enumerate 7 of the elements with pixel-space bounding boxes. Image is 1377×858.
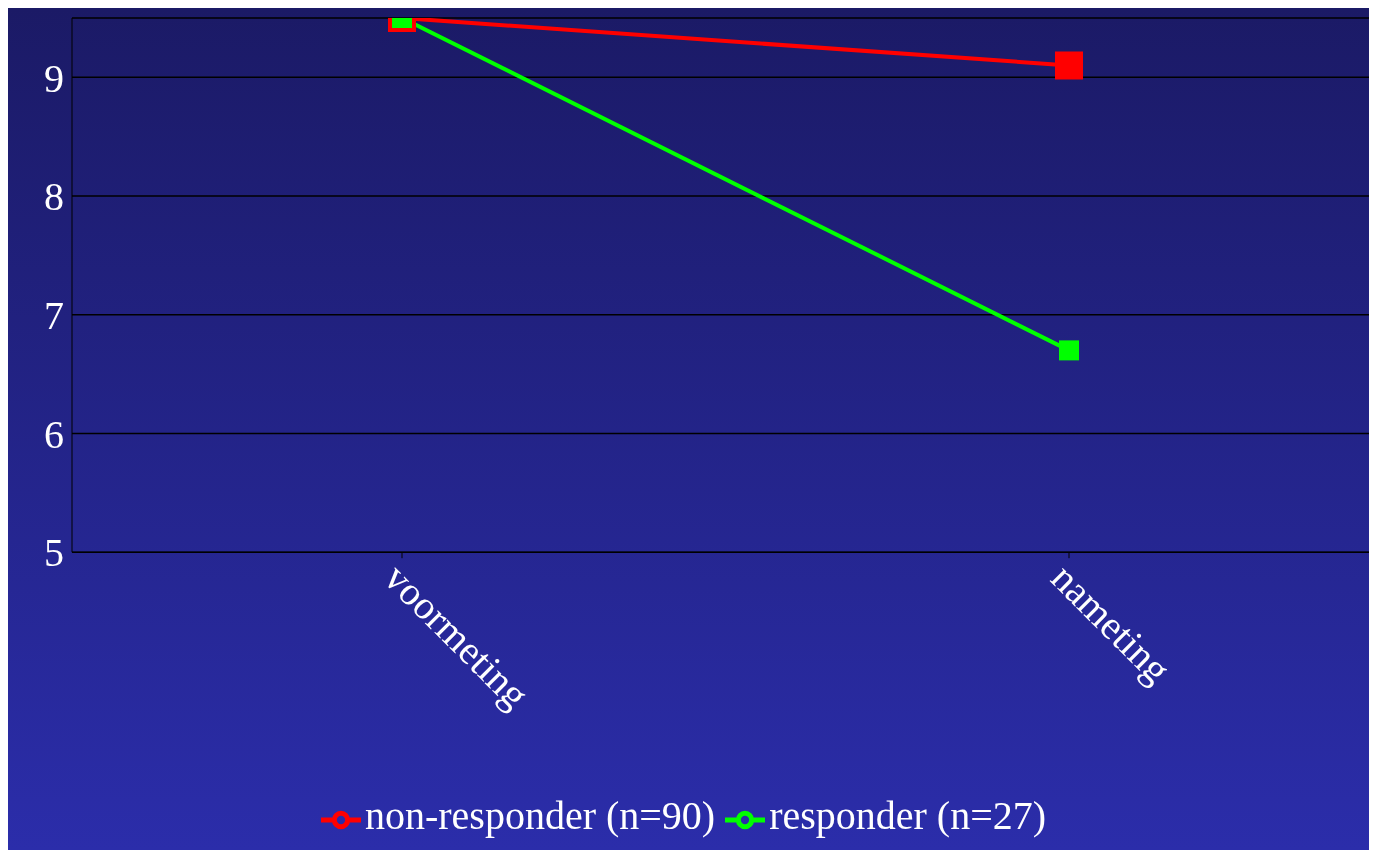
y-tick-label: 9 xyxy=(44,55,64,101)
y-tick-label: 5 xyxy=(44,530,64,576)
y-tick-label: 8 xyxy=(44,174,64,220)
y-tick-label: 7 xyxy=(44,292,64,338)
legend-label: responder (n=27) xyxy=(769,793,1047,839)
legend-label: non-responder (n=90) xyxy=(364,793,716,839)
y-tick-label: 6 xyxy=(44,411,64,457)
